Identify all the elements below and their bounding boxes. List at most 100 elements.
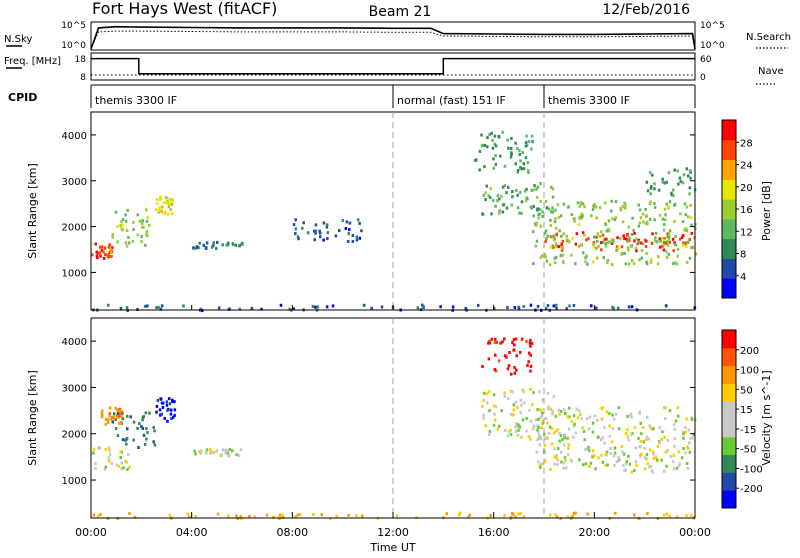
range-cell	[691, 436, 694, 440]
range-cell	[348, 221, 352, 225]
range-cell	[494, 369, 498, 373]
range-cell	[138, 219, 142, 223]
range-cell	[227, 514, 230, 518]
power-ylabel: Slant Range [km]	[26, 163, 39, 259]
range-cell	[666, 235, 669, 239]
range-cell	[531, 140, 534, 144]
range-cell	[171, 399, 174, 403]
range-cell	[689, 176, 692, 180]
range-cell	[627, 239, 631, 243]
range-cell	[633, 513, 636, 517]
noise-right-tick-bottom: 10^0	[700, 41, 725, 51]
range-cell	[541, 412, 544, 416]
range-cell	[563, 443, 566, 447]
range-cell	[546, 391, 550, 395]
range-cell	[688, 256, 692, 260]
range-cell	[521, 388, 525, 392]
range-cell	[597, 435, 600, 439]
range-cell	[643, 455, 647, 459]
range-cell	[572, 304, 576, 307]
range-cell	[486, 401, 489, 405]
range-cell	[547, 405, 550, 409]
range-cell	[506, 434, 510, 438]
range-cell	[637, 240, 641, 244]
range-cell	[614, 216, 618, 220]
range-cell	[644, 207, 647, 211]
range-cell	[538, 207, 542, 211]
range-cell	[160, 209, 164, 213]
range-cell	[492, 393, 496, 397]
nave-tick-top: 60	[700, 55, 712, 65]
range-cell	[532, 214, 535, 218]
range-cell	[560, 460, 563, 464]
range-cell	[119, 224, 122, 228]
range-cell	[547, 432, 551, 436]
range-cell	[657, 188, 661, 192]
range-cell	[673, 437, 677, 440]
range-cell	[624, 203, 627, 206]
range-cell	[604, 223, 607, 227]
range-cell	[555, 515, 559, 519]
range-cell	[540, 408, 543, 412]
range-cell	[578, 458, 581, 462]
range-cell	[673, 423, 676, 427]
range-cell	[665, 242, 668, 245]
range-cell	[610, 209, 613, 213]
range-cell	[529, 437, 532, 441]
range-cell	[684, 227, 688, 231]
range-cell	[103, 246, 107, 250]
range-cell	[519, 398, 523, 402]
range-cell	[656, 444, 660, 448]
range-cell	[125, 460, 128, 464]
range-cell	[615, 248, 618, 252]
range-cell	[325, 305, 329, 309]
range-cell	[563, 433, 566, 437]
range-cell	[525, 196, 528, 200]
range-cell	[614, 200, 618, 203]
range-cell	[505, 206, 509, 210]
range-cell	[643, 238, 647, 242]
colorbar-swatch	[722, 383, 736, 402]
range-cell	[650, 469, 654, 473]
range-cell	[524, 156, 528, 160]
range-cell	[591, 455, 594, 459]
range-cell	[682, 432, 685, 436]
range-cell	[632, 262, 636, 266]
range-cell	[655, 240, 659, 244]
range-cell	[686, 215, 690, 219]
range-cell	[489, 187, 492, 191]
range-cell	[145, 219, 149, 223]
range-cell	[541, 462, 545, 466]
range-cell	[605, 410, 609, 414]
range-cell	[565, 307, 568, 311]
range-cell	[110, 255, 113, 258]
range-cell	[560, 246, 564, 250]
range-cell	[545, 206, 549, 210]
range-cell	[491, 138, 494, 142]
range-cell	[145, 427, 148, 431]
range-cell	[167, 205, 171, 209]
range-cell	[556, 428, 559, 432]
range-cell	[491, 146, 495, 150]
range-cell	[170, 203, 174, 207]
range-cell	[166, 408, 169, 412]
range-cell	[325, 223, 329, 227]
range-cell	[107, 418, 110, 422]
colorbar-swatch	[722, 218, 736, 240]
range-cell	[338, 229, 341, 233]
range-cell	[516, 425, 519, 429]
range-cell	[573, 422, 576, 426]
range-cell	[690, 416, 693, 420]
range-cell	[645, 438, 648, 442]
range-cell	[554, 513, 557, 517]
colorbar-swatch	[722, 159, 736, 180]
range-cell	[518, 149, 521, 153]
range-cell	[586, 417, 589, 421]
range-cell	[532, 204, 535, 208]
range-cell	[561, 261, 565, 265]
range-cell	[536, 207, 540, 211]
range-cell	[553, 220, 557, 224]
range-cell	[536, 185, 540, 189]
range-cell	[490, 131, 493, 135]
range-cell	[620, 445, 624, 448]
